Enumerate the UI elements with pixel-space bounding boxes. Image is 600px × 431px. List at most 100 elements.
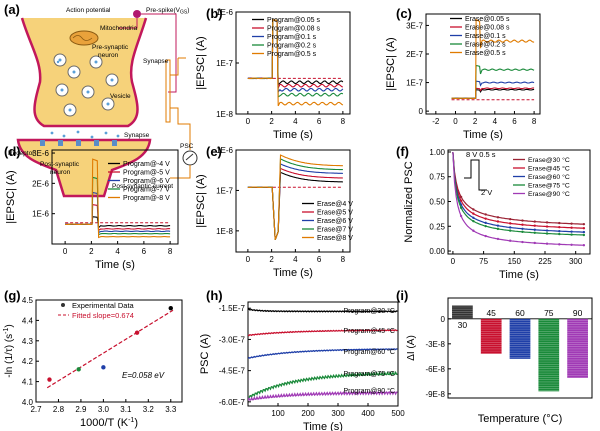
y-tick-label: 0 xyxy=(441,315,446,324)
category-label: 75 xyxy=(544,308,554,318)
x-tick-label: 300 xyxy=(331,409,345,418)
y-tick-label: 3E-7 xyxy=(406,21,423,30)
legend-entry: Erase@4 V xyxy=(317,201,353,208)
series-marker xyxy=(472,219,475,223)
series-marker xyxy=(484,234,487,238)
inset-v-high: 8 V xyxy=(466,150,477,159)
panel-i: (i) Temperature (°C) ΔI (A) 0 -3E-8 -6E-8 -9E-… xyxy=(396,288,593,425)
x-axis-label: Time (s) xyxy=(303,421,343,431)
series-marker xyxy=(496,220,500,223)
x-tick-label: 4 xyxy=(293,117,298,126)
svg-text:8 V0.5 s: 8 V 0.5 s xyxy=(466,150,496,159)
legend-entry: Program@0.05 s xyxy=(267,17,321,24)
x-tick-label: 2 xyxy=(89,247,94,256)
series-line xyxy=(248,329,398,337)
x-tick-label: 6 xyxy=(317,255,322,264)
x-axis-label: 1000/T (K-1) xyxy=(80,417,138,429)
series-marker xyxy=(472,216,475,220)
series-line xyxy=(451,18,535,99)
series-marker xyxy=(521,219,524,222)
y-axis-label: |EPSC| (A) xyxy=(385,37,397,90)
y-tick-label: 1E-7 xyxy=(216,186,233,195)
y-axis-label: PSC (A) xyxy=(199,334,211,374)
legend-entry: Erase@0.08 s xyxy=(465,25,510,32)
x-tick-label: 0 xyxy=(453,117,458,126)
inset-width: 0.5 s xyxy=(479,150,496,159)
category-label: 60 xyxy=(515,308,525,318)
series-marker xyxy=(582,226,586,230)
series-marker xyxy=(509,217,512,221)
label-presynaptic: Pre-synaptic xyxy=(92,44,129,51)
series-marker xyxy=(558,232,561,236)
mitochondria-icon xyxy=(69,30,99,46)
series-line xyxy=(248,348,398,359)
series-marker xyxy=(496,227,500,231)
y-axis-label: -ln (1/τ) (s-1) xyxy=(3,324,15,378)
series-marker xyxy=(533,241,536,245)
series-marker xyxy=(521,227,524,230)
x-tick-label: 3.1 xyxy=(120,405,132,414)
pulse-waveform-icon xyxy=(464,159,487,191)
y-tick-label: 0.50 xyxy=(429,198,445,207)
y-axis-label: |EPSC| (A) xyxy=(5,170,17,223)
legend-entry: Erase@90 °C xyxy=(528,190,570,198)
panel-a-letter: (a) xyxy=(4,2,20,17)
series-line xyxy=(452,151,584,236)
legend-entry: Erase@6 V xyxy=(317,218,353,225)
y-tick-label: -6E-8 xyxy=(425,365,445,374)
postsynaptic-neuron-shape xyxy=(16,138,152,198)
y-tick-label: 4.1 xyxy=(22,378,34,387)
x-tick-label: 75 xyxy=(479,257,488,266)
series-marker xyxy=(582,230,586,234)
series-marker xyxy=(570,226,573,229)
series-marker xyxy=(570,233,573,236)
series-label: Program@30 °C xyxy=(343,307,395,315)
synapse-device-icon xyxy=(165,59,171,123)
y-tick-label: 0.75 xyxy=(429,173,445,182)
legend-entry: Program@0.5 s xyxy=(267,51,317,58)
legend-entry: Erase@0.1 s xyxy=(465,33,506,40)
series-marker xyxy=(496,237,500,241)
label-pre-spike: Pre-spike(V xyxy=(146,7,181,14)
x-tick-label: 8 xyxy=(341,117,346,126)
category-label: 45 xyxy=(486,308,496,318)
x-tick-label: 8 xyxy=(341,255,346,264)
legend-entry: Erase@5 V xyxy=(317,210,353,217)
x-axis-label: Time (s) xyxy=(95,259,135,271)
y-tick-label: 0 xyxy=(419,107,424,116)
data-point xyxy=(101,365,106,370)
series-marker xyxy=(484,221,487,225)
series-label: Program@60 °C xyxy=(343,348,395,356)
legend-entry: Program@-5 V xyxy=(123,170,170,177)
presynaptic-neuron-shape xyxy=(20,17,148,128)
series-marker xyxy=(459,199,463,202)
label-postsynaptic: Post-synaptic xyxy=(40,161,80,168)
panel-letter: (i) xyxy=(396,288,408,303)
x-tick-label: 3.0 xyxy=(98,405,110,414)
panel-a: (a) xyxy=(4,2,198,198)
bar xyxy=(480,318,502,354)
plot-frame xyxy=(51,149,179,245)
series-marker xyxy=(472,208,475,211)
activation-energy-annotation: E=0.058 eV xyxy=(122,371,165,380)
y-tick-label: 2E-6 xyxy=(32,179,49,188)
plot-frame xyxy=(447,297,593,399)
panel-f-inset: 8 V 0.5 s 2 V xyxy=(464,150,496,197)
series-marker xyxy=(484,224,487,228)
series-marker xyxy=(545,242,549,245)
x-tick-label: 0 xyxy=(63,247,68,256)
x-tick-label: 0 xyxy=(246,117,251,126)
x-tick-label: 4 xyxy=(293,255,298,264)
bar xyxy=(452,305,473,319)
psc-meter-icon xyxy=(182,150,198,166)
x-tick-label: 8 xyxy=(532,117,537,126)
y-tick-label: 1.00 xyxy=(429,148,445,157)
panel-g: (g) 1000/T (K-1) -ln (1/τ) (s-1) 2.7 2.8 2.9 3… xyxy=(3,288,183,429)
x-axis-label: Temperature (°C) xyxy=(478,413,562,425)
data-point xyxy=(134,330,140,335)
x-tick-label: 0 xyxy=(246,255,251,264)
series-marker xyxy=(484,213,487,216)
series-marker xyxy=(558,243,561,246)
series-marker xyxy=(459,206,463,209)
